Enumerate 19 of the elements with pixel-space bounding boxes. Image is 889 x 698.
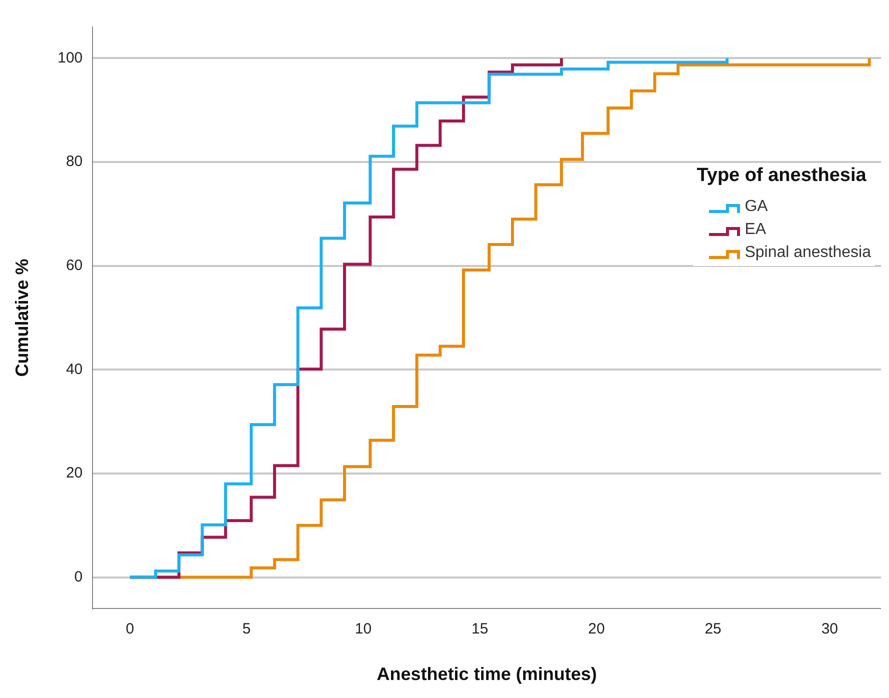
x-tick-label: 15 (471, 620, 488, 638)
x-tick-label: 5 (242, 620, 251, 638)
legend-label: EA (744, 220, 766, 238)
legend-title: Type of anesthesia (696, 165, 868, 187)
y-tick-label: 40 (66, 360, 83, 378)
y-axis-title: Cumulative % (12, 258, 32, 377)
y-tick-label: 100 (58, 49, 83, 66)
y-tick-label: 60 (66, 256, 83, 274)
legend-label: Spinal anesthesia (744, 244, 871, 262)
x-axis-title: Anesthetic time (minutes) (376, 664, 597, 684)
x-tick-label: 20 (588, 620, 605, 638)
x-tick-label: 30 (821, 620, 838, 638)
x-tick-label: 0 (126, 620, 134, 638)
x-tick-label: 10 (354, 620, 372, 638)
y-tick-label: 0 (74, 568, 83, 586)
x-tick-label: 25 (704, 620, 722, 638)
y-tick-label: 80 (66, 153, 83, 170)
y-tick-label: 20 (66, 464, 83, 482)
legend-label: GA (744, 198, 768, 216)
